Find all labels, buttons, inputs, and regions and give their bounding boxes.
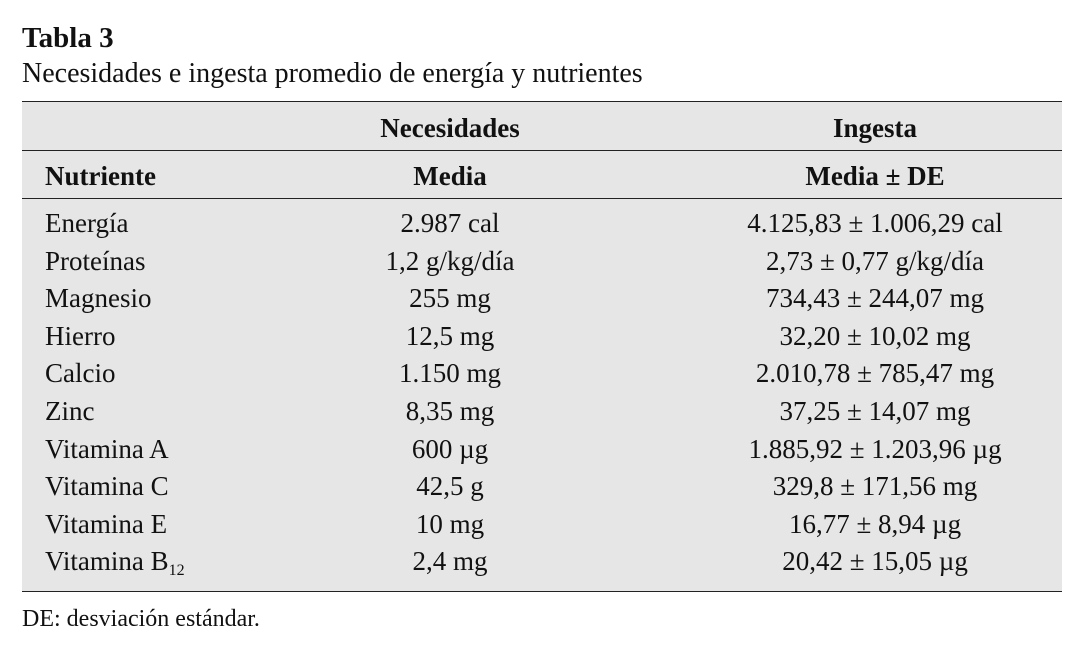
intake-cell: 2.010,78 ± 785,47 mg (755, 358, 995, 389)
nutrient-name: Vitamina B (45, 546, 169, 577)
intake-cell: 16,77 ± 8,94 µg (788, 508, 962, 539)
requirement-cell: 12,5 mg (405, 320, 495, 351)
intake-cell: 37,25 ± 14,07 mg (779, 396, 971, 426)
rule (22, 150, 1062, 151)
nutrient-name: Vitamina C (45, 471, 169, 502)
intake-cell: 4.125,83 ± 1.006,29 cal (747, 208, 1003, 238)
subscript: 12 (168, 562, 185, 580)
nutrient-cell: Calcio (45, 360, 115, 387)
nutrient-cell: Vitamina E (45, 508, 168, 539)
requirement-cell: 2.987 cal (400, 208, 500, 238)
nutrient-name: Vitamina A (45, 433, 169, 464)
requirement-cell: 255 mg (409, 283, 491, 314)
column-header: Media ± DE (805, 161, 945, 191)
table-subtitle: Necesidades e ingesta promedio de energí… (22, 58, 643, 89)
group-header: Necesidades (380, 113, 520, 143)
column-header: Nutriente (45, 161, 156, 191)
requirement-cell: 10 mg (415, 508, 485, 539)
requirement-cell: 1.150 mg (398, 358, 502, 389)
column-header: Media (413, 161, 487, 191)
intake-cell: 1.885,92 ± 1.203,96 µg (748, 433, 1002, 464)
requirement-cell: 8,35 mg (405, 396, 495, 426)
nutrient-cell: Vitamina B12 (45, 548, 185, 579)
nutrient-name: Proteínas (45, 245, 146, 276)
nutrient-name: Hierro (45, 320, 116, 351)
nutrient-cell: Vitamina A (45, 433, 169, 464)
nutrient-name: Magnesio (45, 283, 152, 314)
requirement-cell: 42,5 g (416, 471, 484, 502)
intake-cell: 2,73 ± 0,77 g/kg/día (765, 245, 985, 276)
intake-cell: 734,43 ± 244,07 mg (765, 283, 985, 314)
requirement-cell: 1,2 g/kg/día (385, 245, 515, 276)
nutrient-name: Vitamina E (45, 508, 168, 539)
nutrient-cell: Proteínas (45, 245, 146, 276)
nutrient-cell: Zinc (45, 398, 94, 425)
footnote: DE: desviación estándar. (22, 606, 260, 632)
nutrient-cell: Energía (45, 210, 128, 237)
requirement-cell: 2,4 mg (412, 546, 488, 577)
nutrient-name: Zinc (45, 396, 95, 426)
nutrient-cell: Magnesio (45, 285, 151, 312)
table-background (22, 101, 1062, 592)
nutrient-cell: Hierro (45, 320, 116, 351)
intake-cell: 32,20 ± 10,02 mg (779, 320, 971, 351)
intake-cell: 20,42 ± 15,05 µg (782, 546, 968, 577)
nutrient-cell: Vitamina C (45, 473, 169, 500)
requirement-cell: 600 µg (411, 433, 489, 464)
rule (22, 198, 1062, 199)
nutrient-name: Calcio (45, 358, 116, 389)
nutrient-name: Energía (45, 208, 129, 238)
table-title: Tabla 3 (22, 22, 114, 54)
group-header: Ingesta (832, 113, 918, 143)
intake-cell: 329,8 ± 171,56 mg (772, 471, 978, 502)
